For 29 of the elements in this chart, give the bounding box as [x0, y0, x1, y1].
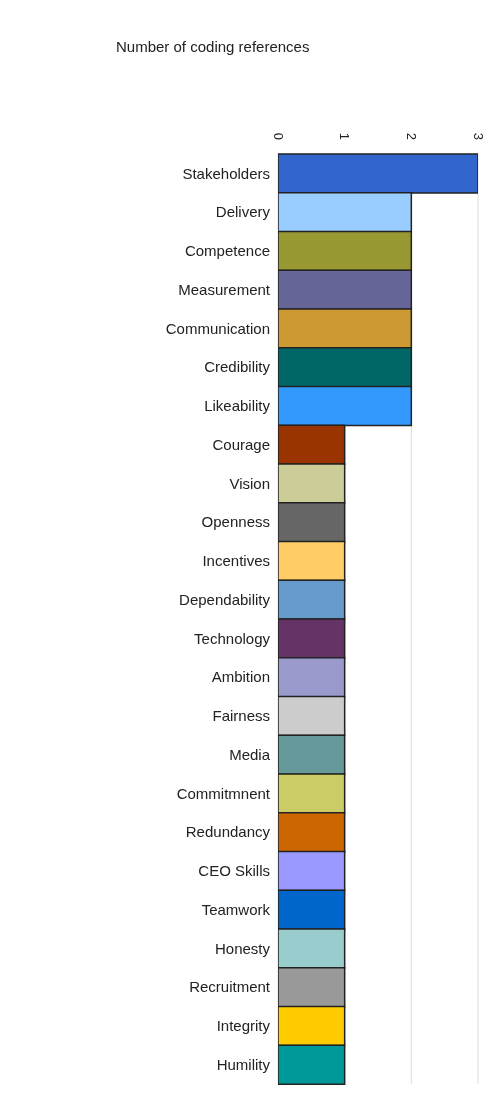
y-tick-label: Media — [229, 745, 271, 763]
y-tick-label: Courage — [212, 435, 270, 453]
y-tick-label: Teamwork — [201, 900, 271, 918]
y-tick-label: Fairness — [212, 707, 270, 725]
y-tick-label: CEO Skills — [198, 862, 270, 880]
y-tick-label: Honesty — [214, 939, 271, 957]
chart-title: Number of coding references — [115, 37, 311, 57]
y-tick-label: Humility — [216, 1055, 271, 1073]
y-tick-label: Credibility — [204, 358, 271, 376]
y-tick-label: Redundancy — [185, 823, 271, 841]
y-tick-label: Stakeholders — [182, 164, 270, 182]
y-tick-label: Measurement — [178, 280, 271, 298]
y-tick-label: Likeability — [204, 397, 271, 415]
y-tick-label: Technology — [194, 629, 271, 647]
y-tick-label: Recruitment — [189, 978, 271, 996]
x-tick-label: 2 — [403, 132, 419, 140]
x-tick-label: 0 — [270, 132, 286, 140]
y-tick-label: Commitmnent — [176, 784, 271, 802]
y-tick-label: Openness — [201, 513, 270, 531]
y-tick-label: Dependability — [179, 590, 271, 608]
y-tick-label: Vision — [229, 474, 270, 492]
y-tick-label: Communication — [165, 319, 270, 337]
y-tick-label: Incentives — [202, 552, 270, 570]
y-tick-label: Integrity — [216, 1017, 271, 1035]
y-tick-label: Ambition — [211, 668, 270, 686]
y-tick-label: Competence — [184, 242, 270, 260]
x-tick-label: 1 — [337, 132, 353, 140]
y-tick-label: Delivery — [215, 203, 271, 221]
x-tick-label: 3 — [470, 132, 486, 140]
